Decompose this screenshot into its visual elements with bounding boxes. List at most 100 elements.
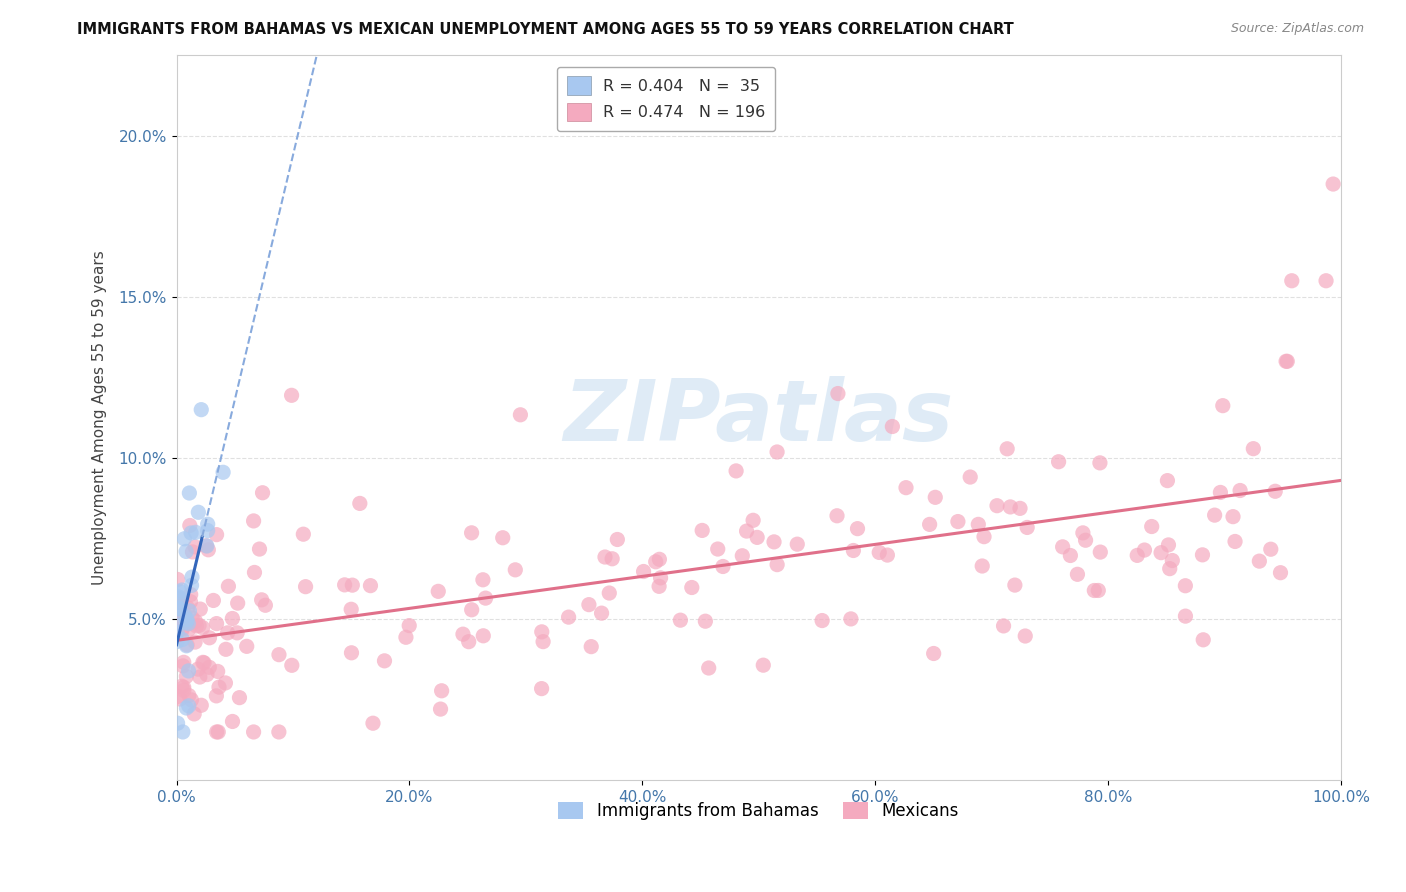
Point [706, 542, 728, 557]
Point [1264, 484, 1286, 499]
Point [174, 609, 197, 624]
Point [1241, 442, 1264, 456]
Point [176, 615, 198, 630]
Point [166, 625, 188, 640]
Point [169, 591, 191, 605]
Point [1090, 545, 1112, 559]
Point [174, 544, 197, 558]
Point [252, 485, 274, 500]
Point [190, 402, 212, 417]
Point [633, 565, 655, 579]
Point [169, 603, 191, 617]
Point [167, 602, 190, 616]
Point [1212, 399, 1234, 413]
Point [173, 655, 195, 669]
Point [650, 571, 672, 585]
Point [173, 607, 195, 621]
Point [198, 660, 221, 674]
Point [179, 595, 201, 609]
Point [184, 615, 207, 629]
Point [215, 642, 238, 657]
Point [1140, 519, 1163, 533]
Point [176, 601, 198, 615]
Point [221, 714, 243, 729]
Point [176, 638, 198, 652]
Point [918, 517, 941, 532]
Point [894, 481, 917, 495]
Point [169, 692, 191, 706]
Point [184, 525, 207, 540]
Point [176, 639, 198, 653]
Point [242, 514, 264, 528]
Point [1126, 549, 1149, 563]
Point [340, 646, 363, 660]
Point [427, 584, 450, 599]
Point [217, 579, 239, 593]
Point [172, 632, 194, 647]
Point [606, 533, 628, 547]
Point [169, 601, 191, 615]
Point [169, 591, 191, 606]
Point [170, 679, 193, 693]
Point [786, 537, 808, 551]
Point [177, 616, 200, 631]
Point [973, 530, 995, 544]
Text: ZIPatlas: ZIPatlas [564, 376, 953, 459]
Point [212, 465, 235, 479]
Point [1260, 542, 1282, 557]
Point [530, 624, 553, 639]
Point [205, 527, 228, 541]
Point [1174, 579, 1197, 593]
Point [731, 549, 754, 563]
Point [180, 693, 202, 707]
Point [190, 698, 212, 713]
Point [922, 647, 945, 661]
Text: IMMIGRANTS FROM BAHAMAS VS MEXICAN UNEMPLOYMENT AMONG AGES 55 TO 59 YEARS CORREL: IMMIGRANTS FROM BAHAMAS VS MEXICAN UNEMP… [77, 22, 1014, 37]
Point [690, 524, 713, 538]
Point [457, 634, 479, 648]
Point [600, 551, 623, 566]
Point [221, 611, 243, 625]
Point [1017, 520, 1039, 534]
Point [1229, 483, 1251, 498]
Point [167, 591, 190, 606]
Point [1270, 566, 1292, 580]
Point [170, 622, 193, 636]
Point [181, 611, 204, 625]
Point [186, 619, 208, 633]
Point [340, 602, 363, 616]
Point [181, 570, 204, 584]
Point [827, 386, 849, 401]
Point [183, 706, 205, 721]
Point [695, 614, 717, 628]
Point [208, 680, 231, 694]
Point [1156, 474, 1178, 488]
Point [503, 563, 526, 577]
Point [1161, 553, 1184, 567]
Point [471, 573, 494, 587]
Point [531, 634, 554, 648]
Point [766, 445, 789, 459]
Point [460, 525, 482, 540]
Point [177, 622, 200, 636]
Point [187, 505, 209, 519]
Point [763, 534, 786, 549]
Point [166, 634, 188, 648]
Point [170, 582, 193, 597]
Point [205, 689, 228, 703]
Point [373, 654, 395, 668]
Point [1087, 583, 1109, 598]
Point [242, 725, 264, 739]
Point [742, 513, 765, 527]
Point [1191, 548, 1213, 562]
Point [177, 689, 200, 703]
Point [191, 621, 214, 635]
Point [281, 658, 304, 673]
Point [195, 539, 218, 553]
Point [179, 486, 201, 500]
Point [811, 614, 834, 628]
Point [825, 508, 848, 523]
Point [579, 640, 602, 654]
Point [1322, 177, 1344, 191]
Point [648, 552, 671, 566]
